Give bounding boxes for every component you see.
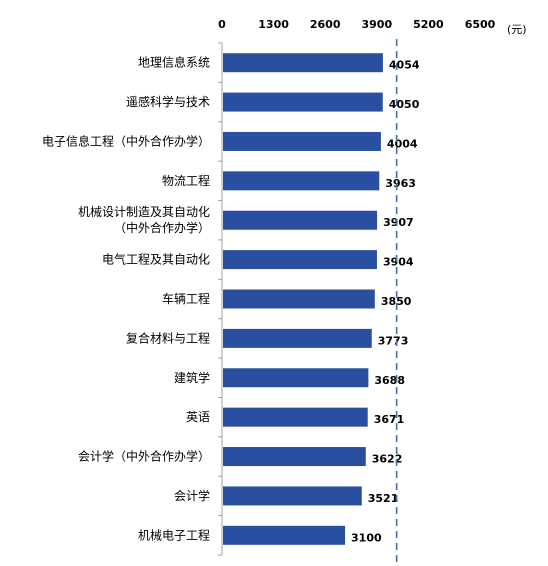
value-label: 3850 (381, 295, 412, 308)
category-label-line: 机械电子工程 (138, 527, 210, 542)
value-label: 3100 (351, 531, 382, 544)
category-label: 遥感科学与技术 (126, 94, 210, 109)
category-label-line: 车辆工程 (162, 291, 210, 306)
category-label: 机械设计制造及其自动化（中外合作办学） (78, 204, 210, 235)
category-label: 会计学 (174, 488, 210, 503)
bar (223, 328, 372, 348)
category-label-line: 物流工程 (162, 173, 210, 188)
category-label: 复合材料与工程 (126, 330, 210, 345)
category-label-line: 复合材料与工程 (126, 330, 210, 345)
value-label: 3963 (385, 177, 416, 190)
category-label-line: 英语 (186, 410, 210, 424)
value-label: 3521 (368, 492, 399, 505)
value-labels: 4054 4050 4004 3963 3907 3904 3850 3773 3688 3671… (351, 59, 420, 545)
category-label-line: 会计学（中外合作办学） (78, 449, 210, 464)
category-label: 地理信息系统 (138, 55, 210, 70)
value-label: 4050 (389, 98, 420, 111)
x-tick-label: 1300 (258, 18, 289, 31)
category-label: 电子信息工程（中外合作办学） (42, 133, 210, 148)
category-label: 机械电子工程 (138, 527, 210, 542)
bar (223, 131, 381, 151)
category-label: 会计学（中外合作办学） (78, 449, 210, 464)
category-label-line: 遥感科学与技术 (126, 94, 210, 109)
value-label: 4054 (389, 59, 420, 72)
bar (223, 368, 369, 388)
category-label-line: 机械设计制造及其自动化 (78, 204, 210, 219)
category-label: 电气工程及其自动化 (102, 252, 210, 267)
bar (223, 250, 377, 270)
bar (223, 525, 346, 545)
x-tick-label: 3900 (361, 18, 392, 31)
category-tick-marks (218, 42, 222, 556)
category-label-line: 建筑学 (174, 370, 210, 385)
x-axis-ticks: 0 1300 2600 3900 5200 6500 (218, 18, 495, 31)
bar (223, 407, 368, 427)
bar (223, 53, 383, 73)
bar (223, 210, 378, 230)
bar (223, 447, 366, 467)
category-label-line: 会计学 (174, 488, 210, 503)
value-label: 3622 (372, 453, 403, 466)
value-label: 4004 (387, 137, 418, 150)
x-axis-unit: (元) (507, 23, 527, 36)
category-label: 建筑学 (174, 370, 210, 385)
value-label: 3904 (383, 256, 414, 269)
category-label: 英语 (186, 410, 210, 424)
value-label: 3773 (378, 334, 409, 347)
category-label-line: 电气工程及其自动化 (102, 252, 210, 267)
x-tick-label: 6500 (465, 18, 496, 31)
category-label-line: 地理信息系统 (138, 55, 210, 70)
value-label: 3671 (374, 413, 405, 426)
bar (223, 486, 362, 506)
bar (223, 171, 380, 191)
bar (223, 92, 383, 112)
x-tick-label: 5200 (413, 18, 444, 31)
category-label: 物流工程 (162, 173, 210, 188)
x-tick-label: 2600 (310, 18, 341, 31)
category-label-line: （中外合作办学） (114, 220, 210, 235)
bars (223, 53, 383, 545)
bar (223, 289, 375, 309)
value-label: 3688 (374, 374, 405, 387)
category-label: 车辆工程 (162, 291, 210, 306)
category-label-line: 电子信息工程（中外合作办学） (42, 133, 210, 148)
value-label: 3907 (383, 216, 414, 229)
x-tick-label: 0 (218, 18, 226, 31)
